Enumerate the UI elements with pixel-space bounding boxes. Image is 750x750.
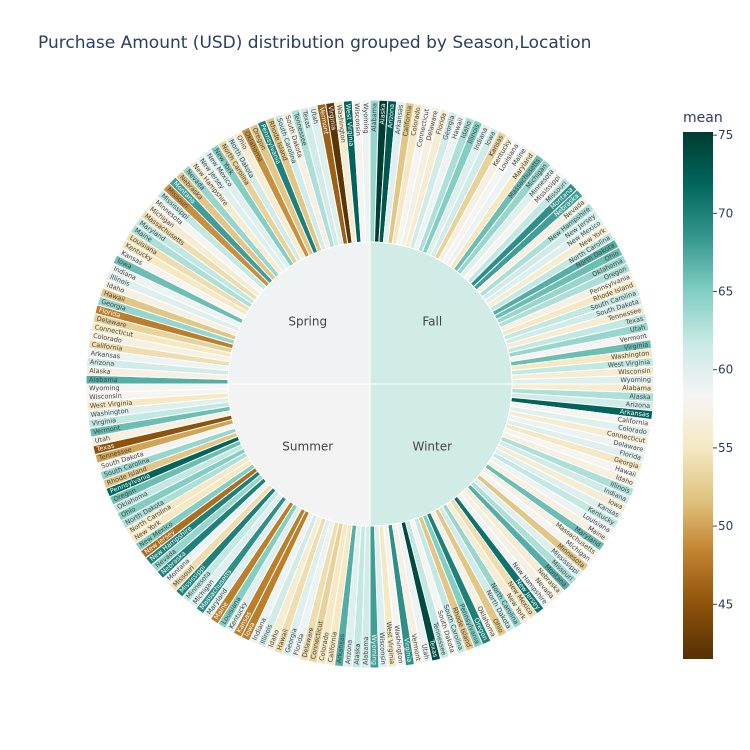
season-label: Spring [288, 315, 327, 329]
state-label: Arizona [386, 104, 396, 129]
colorbar-title: mean [683, 110, 723, 126]
state-label: Wisconsin [89, 392, 122, 402]
state-label: Virginia [402, 637, 413, 662]
colorbar-tick-label: 45 [718, 597, 733, 611]
state-label: West Virginia [344, 104, 355, 147]
state-label: Alaska [353, 643, 362, 665]
state-label: Wyoming [370, 634, 378, 665]
state-label: West Virginia [90, 399, 133, 410]
state-label: Arkansas [335, 633, 346, 664]
state-label: West Virginia [607, 358, 650, 369]
state-label: Alabama [622, 384, 651, 392]
season-spring[interactable] [227, 241, 371, 385]
colorbar-tick-label: 75 [718, 128, 733, 142]
colorbar-tick-label: 65 [718, 285, 733, 299]
inner-ring [227, 241, 513, 527]
state-label: Virginia [623, 340, 648, 351]
state-label: Arizona [625, 400, 650, 410]
colorbar-tick-label: 60 [718, 363, 733, 377]
state-label: Arizona [344, 639, 354, 664]
state-label: Arkansas [619, 408, 650, 419]
state-label: Alaska [629, 392, 651, 401]
state-label: Arizona [90, 358, 115, 368]
state-label: Alabama [89, 376, 118, 384]
state-label: Alabama [370, 103, 378, 132]
season-label: Summer [282, 439, 333, 453]
colorbar-gradient [683, 132, 713, 659]
season-label: Fall [422, 315, 442, 329]
state-label: Alaska [89, 367, 111, 376]
state-label: Wisconsin [378, 632, 388, 665]
state-label: Wisconsin [618, 367, 651, 377]
season-label: Winter [412, 439, 452, 453]
state-label: Virginia [91, 416, 116, 427]
colorbar-tick-label: 50 [718, 519, 733, 533]
state-label: Utah [420, 643, 431, 660]
state-label: Arkansas [90, 349, 121, 360]
state-label: Alaska [378, 103, 387, 125]
colorbar-tick-label: 70 [718, 206, 733, 220]
state-label: Utah [309, 108, 320, 125]
state-label: Virginia [326, 105, 337, 130]
inner-labels: Fall Winter Summer Spring [282, 315, 452, 454]
state-label: West Virginia [385, 621, 396, 664]
state-label: Arkansas [394, 104, 405, 135]
chart-title: Purchase Amount (USD) distribution group… [38, 33, 592, 53]
state-label: Wyoming [362, 103, 370, 134]
state-label: Wyoming [89, 384, 120, 392]
colorbar-tick-label: 55 [718, 441, 733, 455]
state-label: Alabama [362, 636, 370, 665]
outer-labels: Alabama AlaskaArizonaArkansasCaliforniaCo… [89, 103, 651, 665]
state-label: Wyoming [620, 376, 651, 384]
state-label: Wisconsin [353, 103, 363, 136]
state-label: Utah [629, 323, 646, 334]
outer-ring [85, 99, 655, 669]
state-label: Utah [94, 434, 111, 445]
colorbar: 45 50 55 60 65 70 75 [683, 128, 733, 659]
